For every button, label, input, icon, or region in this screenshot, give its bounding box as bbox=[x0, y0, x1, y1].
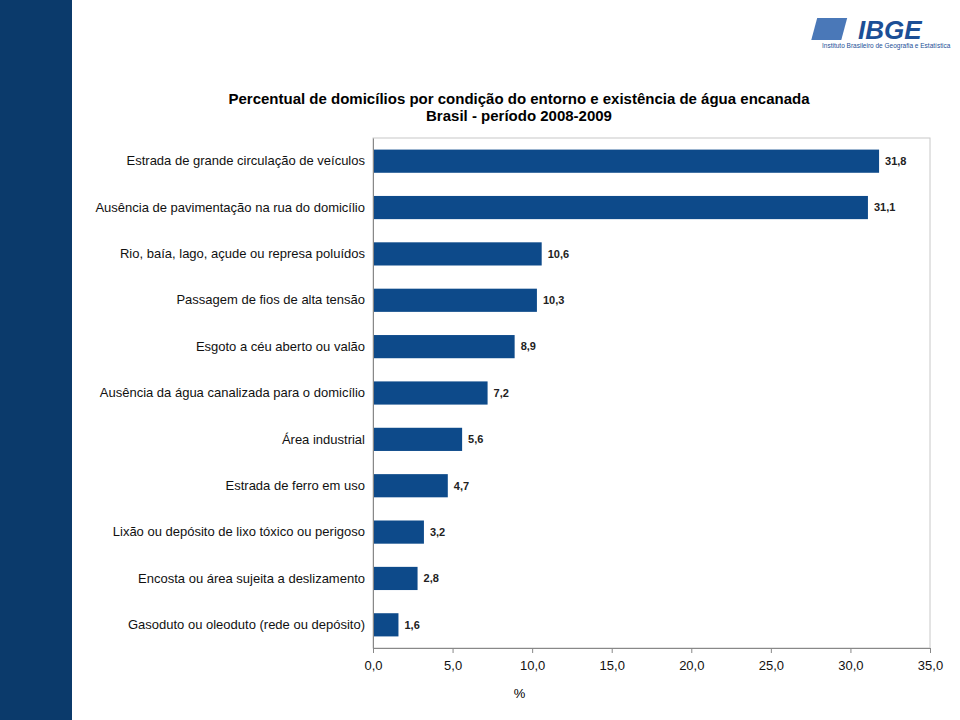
y-tick-label: Ausência de pavimentação na rua do domic… bbox=[95, 200, 365, 215]
bar bbox=[373, 521, 424, 544]
data-label: 4,7 bbox=[454, 480, 469, 492]
bar bbox=[373, 428, 462, 451]
data-label: 31,1 bbox=[874, 201, 895, 213]
x-tick-label: 30,0 bbox=[838, 658, 863, 673]
bar bbox=[373, 474, 448, 497]
title: Percentual de domicílios por condição do… bbox=[229, 90, 811, 107]
x-tick-line bbox=[771, 648, 772, 653]
data-label: 1,6 bbox=[404, 619, 419, 631]
bar bbox=[373, 289, 537, 312]
subtitle: Brasil - período 2008-2009 bbox=[426, 107, 612, 124]
logo-icon bbox=[811, 18, 847, 40]
logo-text: IBGE bbox=[858, 15, 922, 45]
x-axis-title: % bbox=[514, 686, 526, 701]
y-tick: Área industrial bbox=[282, 432, 373, 447]
x-tick: 20,0 bbox=[679, 648, 704, 673]
bar bbox=[373, 613, 398, 636]
x-tick-line bbox=[532, 648, 533, 653]
plot-frame bbox=[373, 138, 930, 648]
x-tick: 25,0 bbox=[759, 648, 784, 673]
y-tick-label: Gasoduto ou oleoduto (rede ou depósito) bbox=[128, 617, 365, 632]
logo-subtitle: Instituto Brasileiro de Geografia e Esta… bbox=[822, 42, 951, 50]
y-axis: Estrada de grande circulação de veículos… bbox=[95, 139, 373, 649]
data-label: 31,8 bbox=[885, 155, 906, 167]
chart-root: IBGEInstituto Brasileiro de Geografia e … bbox=[0, 0, 960, 720]
y-tick-label: Estrada de grande circulação de veículos bbox=[127, 153, 366, 168]
y-tick-label: Passagem de fios de alta tensão bbox=[176, 292, 365, 307]
x-tick: 10,0 bbox=[520, 648, 545, 673]
y-axis-line bbox=[373, 139, 374, 649]
x-tick: 30,0 bbox=[838, 648, 863, 673]
x-tick-line bbox=[930, 648, 931, 653]
bar bbox=[373, 335, 515, 358]
x-tick-line bbox=[453, 648, 454, 653]
y-tick-label: Ausência da água canalizada para o domic… bbox=[100, 385, 365, 400]
x-tick-label: 35,0 bbox=[918, 658, 943, 673]
x-axis: 0,0 5,0 10,0 15,0 20,0 25,0 30,0 35,0 bbox=[364, 648, 943, 673]
x-tick-label: 5,0 bbox=[444, 658, 462, 673]
y-tick: Gasoduto ou oleoduto (rede ou depósito) bbox=[128, 617, 373, 632]
y-tick: Lixão ou depósito de lixo tóxico ou peri… bbox=[113, 524, 373, 539]
x-tick-line bbox=[373, 648, 374, 653]
x-tick-line bbox=[612, 648, 613, 653]
side-band bbox=[0, 0, 72, 720]
y-tick: Passagem de fios de alta tensão bbox=[176, 292, 373, 307]
x-tick-line bbox=[850, 648, 851, 653]
bar bbox=[373, 381, 488, 404]
x-tick-label: 15,0 bbox=[600, 658, 625, 673]
bar bbox=[373, 567, 418, 590]
y-tick: Ausência da água canalizada para o domic… bbox=[100, 385, 373, 400]
x-tick: 35,0 bbox=[918, 648, 943, 673]
bar bbox=[373, 242, 542, 265]
bars bbox=[373, 150, 879, 637]
y-tick-label: Área industrial bbox=[282, 432, 365, 447]
x-tick: 0,0 bbox=[364, 648, 382, 673]
bar bbox=[373, 150, 879, 173]
data-label: 10,6 bbox=[548, 248, 569, 260]
bar bbox=[373, 196, 868, 219]
y-tick: Estrada de grande circulação de veículos bbox=[127, 153, 373, 168]
y-tick: Rio, baía, lago, açude ou represa poluíd… bbox=[120, 246, 373, 261]
y-tick-label: Encosta ou área sujeita a deslizamento bbox=[138, 571, 365, 586]
y-tick: Encosta ou área sujeita a deslizamento bbox=[138, 571, 373, 586]
x-tick-label: 20,0 bbox=[679, 658, 704, 673]
y-tick: Esgoto a céu aberto ou valão bbox=[196, 339, 373, 354]
data-label: 10,3 bbox=[543, 294, 564, 306]
x-tick-label: 0,0 bbox=[364, 658, 382, 673]
y-tick-label: Estrada de ferro em uso bbox=[226, 478, 365, 493]
y-tick-label: Rio, baía, lago, açude ou represa poluíd… bbox=[120, 246, 366, 261]
y-tick: Estrada de ferro em uso bbox=[226, 478, 373, 493]
x-tick: 15,0 bbox=[600, 648, 625, 673]
data-label: 2,8 bbox=[424, 572, 439, 584]
x-axis-line bbox=[374, 649, 931, 654]
data-label: 8,9 bbox=[521, 340, 536, 352]
y-tick-label: Lixão ou depósito de lixo tóxico ou peri… bbox=[113, 524, 365, 539]
x-tick: 5,0 bbox=[444, 648, 462, 673]
y-tick: Ausência de pavimentação na rua do domic… bbox=[95, 200, 373, 215]
logo: IBGEInstituto Brasileiro de Geografia e … bbox=[811, 15, 950, 50]
x-tick-line bbox=[691, 648, 692, 653]
data-label: 3,2 bbox=[430, 526, 445, 538]
data-label: 5,6 bbox=[468, 433, 483, 445]
data-label: 7,2 bbox=[494, 387, 509, 399]
data-labels: 31,8 31,1 10,6 10,3 8,9 7,2 5,6 4,7 3,2 2,8 1,6 bbox=[404, 155, 906, 631]
y-tick-label: Esgoto a céu aberto ou valão bbox=[196, 339, 365, 354]
x-tick-label: 10,0 bbox=[520, 658, 545, 673]
x-tick-label: 25,0 bbox=[759, 658, 784, 673]
